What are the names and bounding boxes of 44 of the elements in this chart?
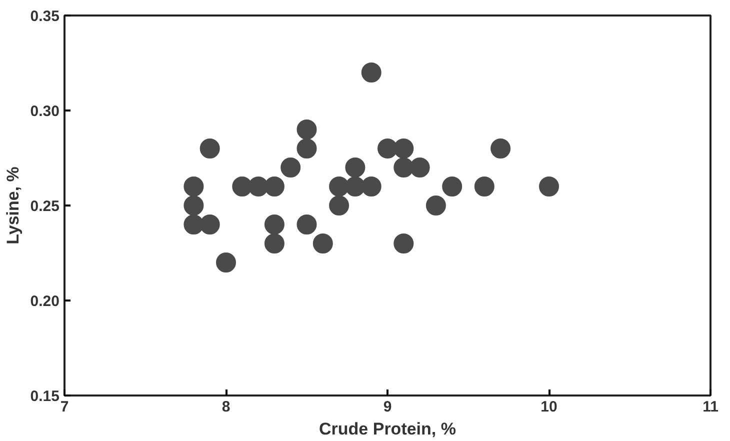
point — [394, 138, 414, 158]
point — [200, 214, 220, 234]
point — [410, 158, 430, 178]
point — [264, 234, 284, 254]
point — [345, 158, 366, 178]
point — [394, 234, 414, 254]
point — [329, 176, 350, 196]
point — [442, 176, 462, 196]
point — [200, 138, 220, 158]
point — [490, 138, 511, 158]
x-tick-label: 11 — [702, 398, 718, 416]
point — [296, 120, 317, 140]
point — [426, 196, 446, 216]
point — [394, 158, 414, 178]
x-tick-label: 8 — [222, 398, 230, 416]
point — [248, 176, 268, 196]
point — [184, 196, 204, 216]
point — [539, 176, 559, 196]
y-tick-label: 0.35 — [30, 8, 60, 25]
point — [216, 252, 236, 272]
point — [329, 196, 350, 216]
point — [184, 176, 204, 196]
y-tick-label: 0.25 — [30, 198, 60, 215]
point — [280, 158, 301, 178]
point — [345, 176, 366, 196]
point — [264, 176, 284, 196]
point — [184, 214, 204, 234]
y-tick-label: 0.30 — [30, 103, 60, 120]
point — [361, 62, 382, 82]
point — [361, 176, 382, 196]
point — [296, 138, 317, 158]
point — [378, 138, 398, 158]
x-tick-label: 7 — [60, 398, 69, 416]
x-tick-label: 10 — [540, 398, 558, 416]
point — [232, 176, 252, 196]
point — [312, 234, 333, 254]
y-tick-label: 0.15 — [30, 388, 60, 405]
y-axis-title: Lysine, % — [3, 166, 22, 244]
y-tick-label: 0.20 — [30, 293, 60, 310]
x-axis-title: Crude Protein, % — [319, 420, 456, 438]
point — [264, 214, 284, 234]
point — [474, 176, 494, 196]
point — [296, 214, 317, 234]
x-tick-label: 9 — [383, 398, 392, 416]
